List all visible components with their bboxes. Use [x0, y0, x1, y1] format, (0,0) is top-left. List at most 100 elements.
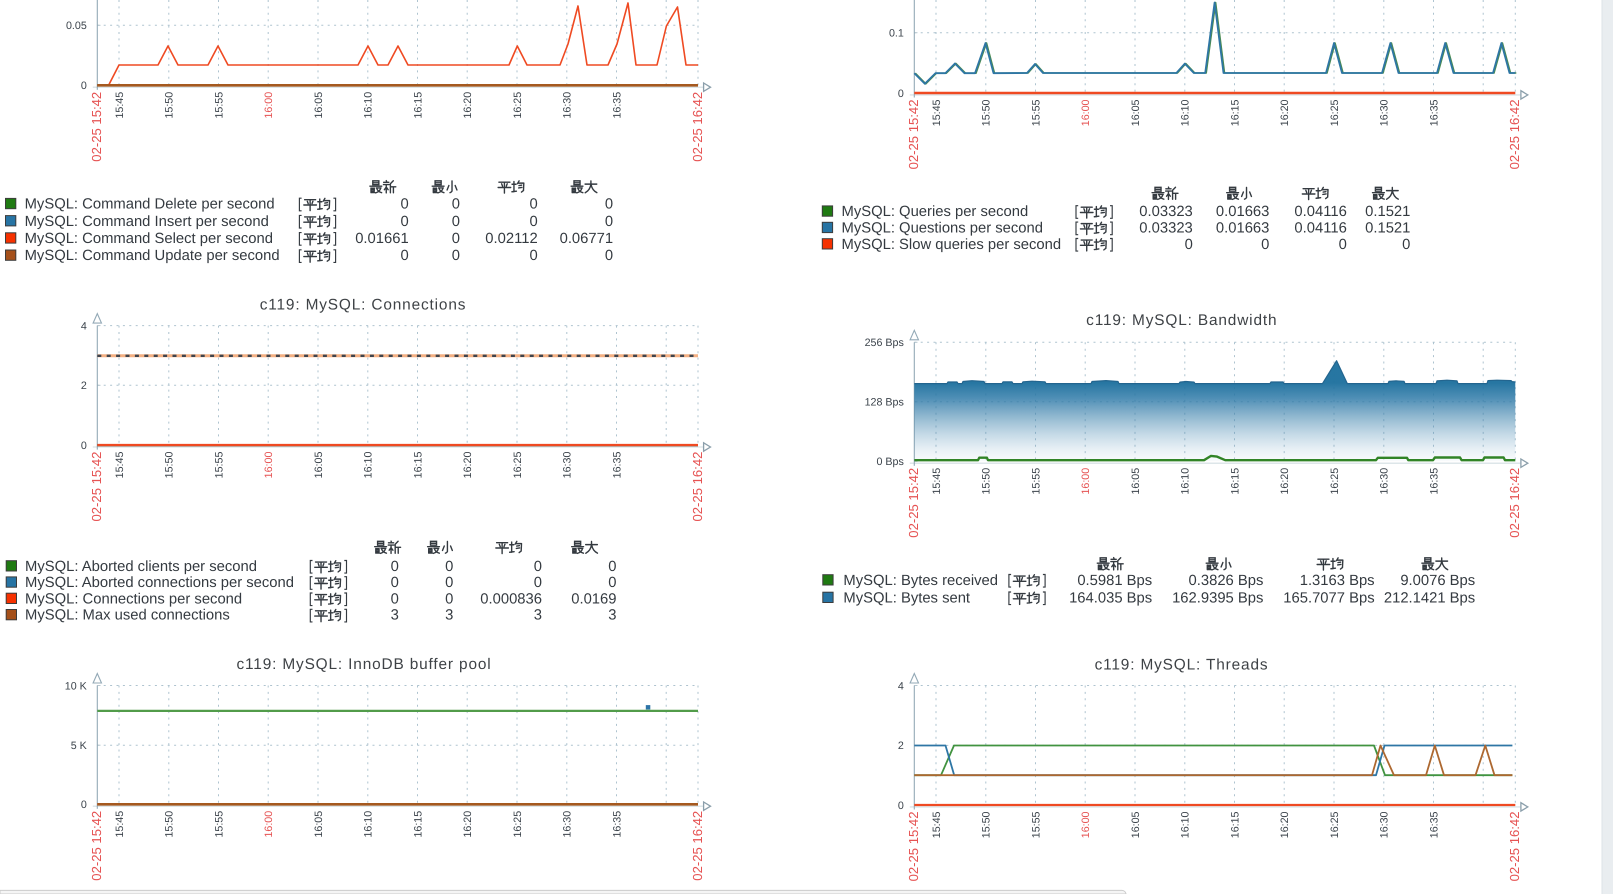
svg-text:16:00: 16:00 — [1080, 99, 1092, 126]
svg-text:0.04116: 0.04116 — [1294, 221, 1346, 237]
svg-text:15:55: 15:55 — [213, 92, 225, 119]
svg-text:02-25 15:42: 02-25 15:42 — [89, 811, 104, 881]
svg-text:15:45: 15:45 — [114, 452, 126, 479]
svg-text:0: 0 — [534, 575, 542, 591]
svg-text:16:00: 16:00 — [263, 452, 275, 479]
svg-text:256 Bps: 256 Bps — [865, 337, 904, 349]
svg-text:MySQL: Command Update per seco: MySQL: Command Update per second — [25, 248, 280, 264]
svg-text:16:15: 16:15 — [412, 92, 424, 119]
svg-text:4: 4 — [81, 320, 87, 332]
svg-text:15:45: 15:45 — [114, 92, 126, 119]
svg-text:0 Bps: 0 Bps — [876, 456, 903, 468]
svg-text:0: 0 — [391, 559, 399, 575]
svg-text:0.01661: 0.01661 — [355, 231, 409, 247]
svg-text:0: 0 — [400, 214, 408, 230]
svg-text:0: 0 — [391, 575, 399, 591]
svg-text:15:55: 15:55 — [1030, 468, 1042, 495]
svg-text:5 K: 5 K — [71, 740, 88, 752]
svg-text:16:35: 16:35 — [611, 811, 623, 838]
svg-text:0.3826 Bps: 0.3826 Bps — [1189, 573, 1264, 589]
svg-text:16:25: 16:25 — [1329, 811, 1341, 838]
svg-text:0: 0 — [608, 559, 616, 575]
svg-text:16:30: 16:30 — [1379, 468, 1391, 495]
svg-text:02-25 16:42: 02-25 16:42 — [1507, 468, 1522, 538]
svg-text:16:35: 16:35 — [611, 452, 623, 479]
svg-text:16:30: 16:30 — [1379, 99, 1391, 126]
svg-text:0.06771: 0.06771 — [560, 231, 614, 247]
svg-text:16:05: 16:05 — [313, 811, 325, 838]
svg-text:16:15: 16:15 — [412, 811, 424, 838]
svg-text:15:45: 15:45 — [931, 468, 943, 495]
svg-text:02-25 16:42: 02-25 16:42 — [1507, 100, 1522, 170]
svg-text:16:00: 16:00 — [263, 811, 275, 838]
svg-text:16:35: 16:35 — [611, 92, 623, 119]
svg-text:0: 0 — [529, 214, 537, 230]
svg-text:16:10: 16:10 — [1180, 468, 1192, 495]
svg-text:MySQL: Queries per second: MySQL: Queries per second — [842, 204, 1029, 220]
svg-text:0.1: 0.1 — [889, 28, 904, 40]
svg-text:16:25: 16:25 — [512, 92, 524, 119]
svg-text:0.03323: 0.03323 — [1139, 204, 1193, 220]
svg-text:3: 3 — [391, 608, 399, 624]
svg-text:16:00: 16:00 — [263, 92, 275, 119]
svg-text:0: 0 — [400, 197, 408, 213]
svg-text:MySQL: Connections per second: MySQL: Connections per second — [25, 591, 242, 607]
svg-text:16:20: 16:20 — [462, 452, 474, 479]
svg-text:16:30: 16:30 — [1379, 811, 1391, 838]
svg-text:16:15: 16:15 — [412, 452, 424, 479]
svg-text:16:10: 16:10 — [363, 92, 375, 119]
svg-text:c119: MySQL: Threads: c119: MySQL: Threads — [1095, 657, 1269, 674]
svg-text:02-25 16:42: 02-25 16:42 — [690, 92, 705, 162]
svg-text:16:20: 16:20 — [462, 92, 474, 119]
svg-text:164.035 Bps: 164.035 Bps — [1069, 590, 1152, 606]
svg-text:0: 0 — [452, 197, 460, 213]
svg-text:0.03323: 0.03323 — [1139, 221, 1193, 237]
svg-text:16:25: 16:25 — [1329, 99, 1341, 126]
svg-text:16:05: 16:05 — [1130, 468, 1142, 495]
svg-text:MySQL: Aborted connections per: MySQL: Aborted connections per second — [25, 575, 294, 591]
svg-text:02-25 16:42: 02-25 16:42 — [690, 452, 705, 522]
svg-text:0: 0 — [529, 248, 537, 264]
svg-text:15:50: 15:50 — [981, 468, 993, 495]
svg-text:0: 0 — [81, 80, 87, 92]
svg-text:0: 0 — [898, 800, 904, 812]
svg-text:0.1521: 0.1521 — [1365, 204, 1410, 220]
svg-text:162.9395 Bps: 162.9395 Bps — [1172, 590, 1263, 606]
svg-text:15:50: 15:50 — [981, 99, 993, 126]
svg-text:16:20: 16:20 — [462, 811, 474, 838]
svg-text:0: 0 — [1261, 237, 1269, 253]
svg-text:0: 0 — [1185, 237, 1193, 253]
svg-text:MySQL: Aborted clients per sec: MySQL: Aborted clients per second — [25, 559, 257, 575]
svg-text:16:10: 16:10 — [363, 811, 375, 838]
svg-text:1.3163 Bps: 1.3163 Bps — [1300, 573, 1375, 589]
svg-text:c119: MySQL: Bandwidth: c119: MySQL: Bandwidth — [1086, 312, 1277, 329]
svg-text:16:15: 16:15 — [1229, 99, 1241, 126]
svg-text:4: 4 — [898, 680, 904, 692]
svg-text:16:20: 16:20 — [1279, 811, 1291, 838]
svg-text:16:10: 16:10 — [1180, 99, 1192, 126]
svg-text:0: 0 — [605, 248, 613, 264]
svg-text:9.0076 Bps: 9.0076 Bps — [1400, 573, 1475, 589]
svg-text:02-25 15:42: 02-25 15:42 — [89, 92, 104, 162]
svg-text:165.7077 Bps: 165.7077 Bps — [1283, 590, 1374, 606]
svg-text:16:35: 16:35 — [1428, 99, 1440, 126]
svg-text:0: 0 — [452, 248, 460, 264]
svg-text:0: 0 — [445, 575, 453, 591]
svg-text:0: 0 — [608, 575, 616, 591]
svg-text:16:30: 16:30 — [562, 452, 574, 479]
svg-text:15:55: 15:55 — [213, 452, 225, 479]
svg-text:16:10: 16:10 — [363, 452, 375, 479]
svg-text:0: 0 — [1402, 237, 1410, 253]
svg-text:02-25 15:42: 02-25 15:42 — [89, 452, 104, 522]
svg-text:0.0169: 0.0169 — [571, 591, 616, 607]
svg-text:0: 0 — [81, 799, 87, 811]
svg-text:15:55: 15:55 — [213, 811, 225, 838]
svg-text:MySQL: Command Select per seco: MySQL: Command Select per second — [25, 231, 273, 247]
svg-text:0.01663: 0.01663 — [1216, 204, 1270, 220]
svg-text:02-25 16:42: 02-25 16:42 — [1507, 812, 1522, 882]
svg-text:16:30: 16:30 — [562, 92, 574, 119]
svg-text:MySQL: Questions per second: MySQL: Questions per second — [842, 221, 1044, 237]
svg-text:15:55: 15:55 — [1030, 99, 1042, 126]
svg-text:02-25 16:42: 02-25 16:42 — [690, 811, 705, 881]
svg-text:16:05: 16:05 — [1130, 811, 1142, 838]
